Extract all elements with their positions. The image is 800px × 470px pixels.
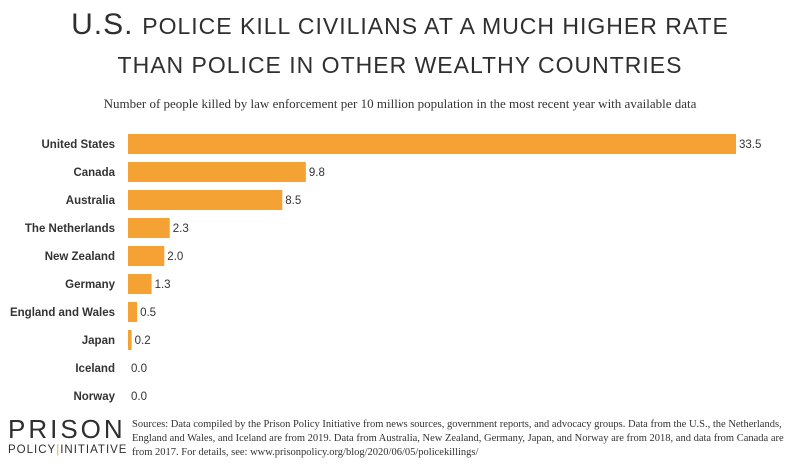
prison-policy-initiative-logo: PRISON POLICY|INITIATIVE: [8, 414, 126, 456]
category-label: Japan: [82, 335, 115, 347]
chart-title-line-1: U.S. police kill civilians at a much hig…: [0, 8, 800, 42]
bar-chart: United States 33.5 Canada 9.8 Australia 8.5 Th…: [10, 134, 761, 403]
bar: [128, 162, 306, 182]
category-label: United States: [42, 139, 116, 151]
value-label: 0.0: [131, 363, 147, 375]
value-label: 33.5: [739, 139, 761, 151]
chart-subtitle: Number of people killed by law enforceme…: [103, 96, 697, 111]
bar: [128, 218, 170, 238]
value-label: 9.8: [309, 167, 325, 179]
logo-policy-initiative: POLICY|INITIATIVE: [8, 444, 126, 456]
category-label: Germany: [65, 279, 115, 291]
bar: [128, 274, 152, 294]
value-label: 2.0: [167, 251, 183, 263]
category-label: Norway: [73, 391, 115, 403]
logo-prison: PRISON: [8, 414, 126, 444]
bar: [128, 246, 165, 266]
title-line-1-rest: police kill civilians at a much higher r…: [142, 13, 729, 39]
value-label: 1.3: [155, 279, 171, 291]
value-label: 8.5: [285, 195, 301, 207]
chart-title-line-2: than police in other wealthy countries: [0, 48, 800, 80]
logo-policy: POLICY: [8, 444, 57, 456]
logo-initiative: INITIATIVE: [60, 444, 128, 456]
title-line-2-text: than police in other wealthy countries: [117, 52, 683, 78]
category-label: Iceland: [75, 363, 115, 375]
bar: [128, 330, 132, 350]
category-label: England and Wales: [10, 307, 115, 319]
bar: [128, 134, 736, 154]
category-label: Canada: [73, 167, 115, 179]
bar: [128, 302, 138, 322]
logo-separator: |: [56, 444, 61, 456]
value-label: 0.5: [140, 307, 156, 319]
category-label: New Zealand: [45, 251, 115, 263]
title-us: U.S.: [71, 8, 134, 41]
value-label: 0.2: [135, 335, 151, 347]
value-label: 0.0: [131, 391, 147, 403]
bar: [128, 190, 283, 210]
category-label: The Netherlands: [25, 223, 115, 235]
category-label: Australia: [66, 195, 116, 207]
value-label: 2.3: [173, 223, 189, 235]
sources-note: Sources: Data compiled by the Prison Pol…: [132, 419, 784, 458]
